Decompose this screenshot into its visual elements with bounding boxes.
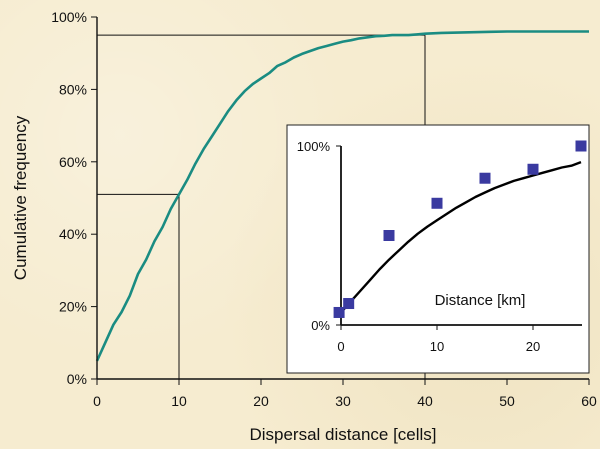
inset-tick-labels: 0% 100% 0 10 20 (297, 139, 540, 354)
inset-fit-line (340, 160, 582, 314)
y-tick-label: 80% (59, 81, 87, 97)
inset-x-tick-label: 0 (337, 339, 344, 354)
x-tick-label: 20 (253, 393, 269, 409)
x-tick-label: 30 (335, 393, 351, 409)
main-tick-labels: 0%20%40%60%80%100%0 10 20 30 40 50 60 (51, 9, 597, 409)
y-tick-label: 100% (51, 9, 87, 25)
x-tick-label: 0 (93, 393, 101, 409)
y-axis-title: Cumulative frequency (11, 115, 30, 280)
cumulative-frequency-line (95, 30, 589, 362)
inset-data-point (575, 140, 587, 152)
inset-y-tick-label: 0% (311, 318, 330, 333)
x-tick-label: 10 (171, 393, 187, 409)
inset-y-tick-label: 100% (297, 139, 331, 154)
inset-fit-layer (340, 160, 582, 314)
inset-data-point (431, 197, 443, 209)
x-tick-label: 40 (417, 393, 433, 409)
inset-panel: 0% 100% 0 10 20 Distance [km] (286, 124, 590, 374)
inset-x-tick-label: 10 (430, 339, 444, 354)
inset-data-point (527, 163, 539, 175)
inset-background (286, 124, 590, 374)
inset-data-point (343, 298, 355, 310)
main-axes (91, 16, 590, 385)
inset-data-point (333, 306, 345, 318)
x-axis-title: Dispersal distance [cells] (249, 425, 436, 444)
cumulative-curve-layer (95, 30, 589, 362)
y-tick-label: 60% (59, 154, 87, 170)
inset-data-point (479, 172, 491, 184)
inset-x-tick-label: 20 (526, 339, 540, 354)
y-tick-label: 40% (59, 226, 87, 242)
x-tick-label: 60 (581, 393, 597, 409)
inset-x-axis-title: Distance [km] (435, 292, 526, 309)
y-tick-label: 20% (59, 299, 87, 315)
inset-points-layer (333, 140, 587, 318)
inset-axes (336, 145, 582, 330)
inset-data-point (383, 230, 395, 241)
y-tick-label: 0% (67, 371, 87, 387)
x-tick-label: 50 (499, 393, 515, 409)
